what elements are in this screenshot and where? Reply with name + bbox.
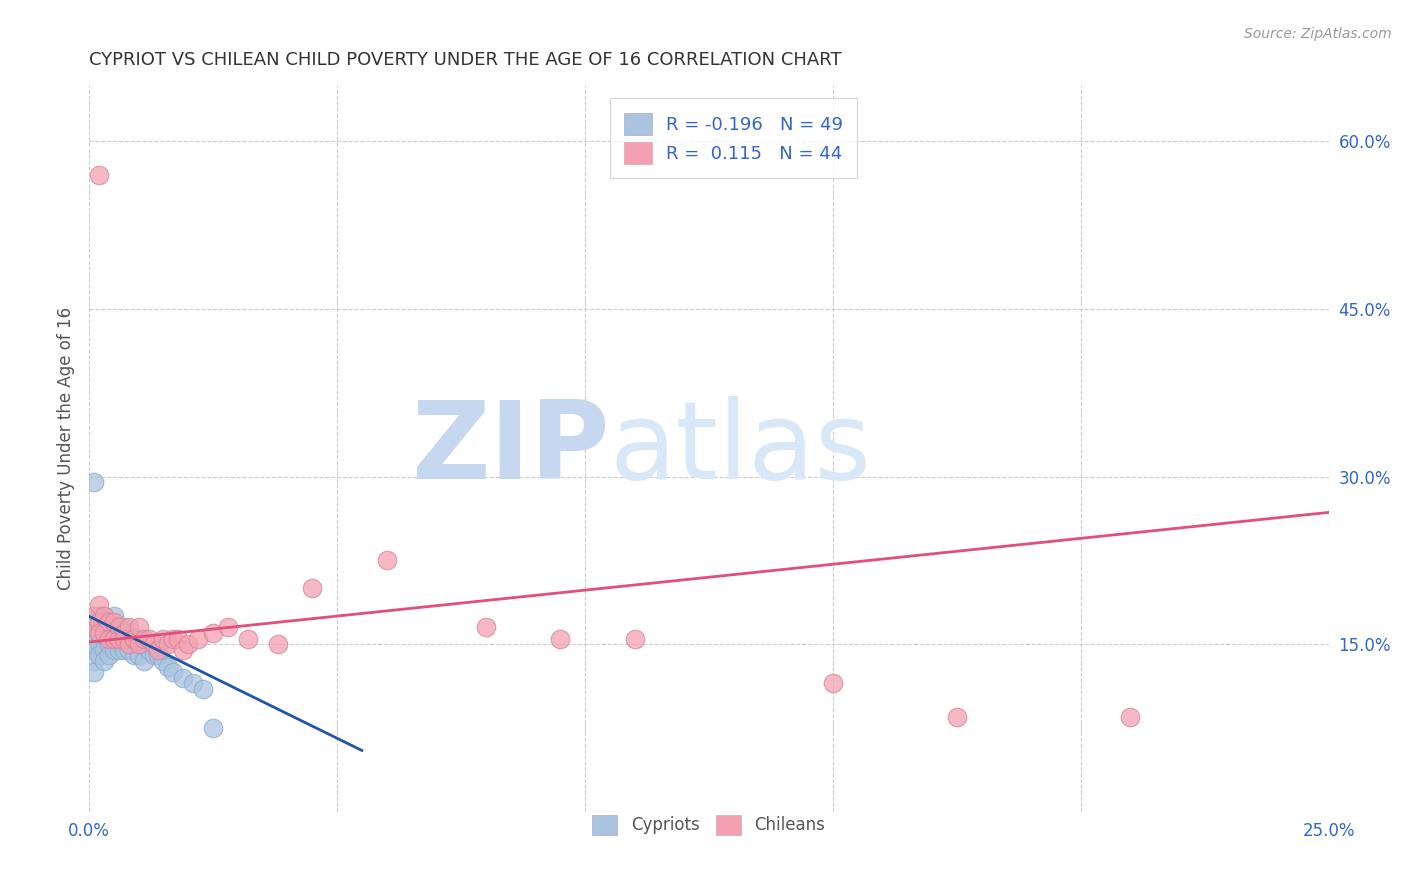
Point	[97, 615, 120, 629]
Point	[148, 648, 170, 663]
Legend: Cypriots, Chileans: Cypriots, Chileans	[583, 806, 834, 844]
Point	[83, 620, 105, 634]
Point	[172, 643, 194, 657]
Point	[548, 632, 571, 646]
Point	[202, 721, 225, 735]
Point	[172, 671, 194, 685]
Point	[142, 637, 165, 651]
Point	[138, 643, 160, 657]
Point	[87, 598, 110, 612]
Point	[87, 609, 110, 624]
Point	[97, 637, 120, 651]
Point	[112, 643, 135, 657]
Text: atlas: atlas	[610, 396, 872, 501]
Point	[181, 676, 204, 690]
Point	[118, 620, 141, 634]
Point	[87, 626, 110, 640]
Point	[108, 632, 131, 646]
Point	[83, 475, 105, 490]
Point	[103, 643, 125, 657]
Point	[93, 654, 115, 668]
Point	[152, 632, 174, 646]
Y-axis label: Child Poverty Under the Age of 16: Child Poverty Under the Age of 16	[58, 307, 75, 591]
Point	[122, 632, 145, 646]
Point	[83, 609, 105, 624]
Point	[83, 620, 105, 634]
Point	[87, 620, 110, 634]
Point	[103, 620, 125, 634]
Point	[128, 632, 150, 646]
Point	[375, 553, 398, 567]
Point	[103, 609, 125, 624]
Text: CYPRIOT VS CHILEAN CHILD POVERTY UNDER THE AGE OF 16 CORRELATION CHART: CYPRIOT VS CHILEAN CHILD POVERTY UNDER T…	[89, 51, 842, 69]
Point	[157, 637, 180, 651]
Point	[148, 643, 170, 657]
Point	[118, 643, 141, 657]
Text: ZIP: ZIP	[411, 396, 610, 501]
Point	[821, 676, 844, 690]
Text: Source: ZipAtlas.com: Source: ZipAtlas.com	[1244, 27, 1392, 41]
Point	[83, 654, 105, 668]
Point	[266, 637, 288, 651]
Point	[97, 632, 120, 646]
Point	[87, 648, 110, 663]
Point	[108, 626, 131, 640]
Point	[83, 632, 105, 646]
Point	[87, 626, 110, 640]
Point	[93, 626, 115, 640]
Point	[83, 665, 105, 680]
Point	[93, 632, 115, 646]
Point	[1119, 710, 1142, 724]
Point	[475, 620, 498, 634]
Point	[946, 710, 969, 724]
Point	[93, 643, 115, 657]
Point	[187, 632, 209, 646]
Point	[87, 615, 110, 629]
Point	[93, 615, 115, 629]
Point	[103, 632, 125, 646]
Point	[122, 632, 145, 646]
Point	[217, 620, 239, 634]
Point	[112, 626, 135, 640]
Point	[97, 620, 120, 634]
Point	[108, 620, 131, 634]
Point	[108, 632, 131, 646]
Point	[177, 637, 200, 651]
Point	[112, 632, 135, 646]
Point	[623, 632, 645, 646]
Point	[132, 637, 155, 651]
Point	[122, 648, 145, 663]
Point	[87, 637, 110, 651]
Point	[97, 632, 120, 646]
Point	[202, 626, 225, 640]
Point	[128, 637, 150, 651]
Point	[162, 632, 184, 646]
Point	[138, 632, 160, 646]
Point	[152, 654, 174, 668]
Point	[97, 648, 120, 663]
Point	[108, 643, 131, 657]
Point	[128, 648, 150, 663]
Point	[162, 665, 184, 680]
Point	[118, 632, 141, 646]
Point	[112, 620, 135, 634]
Point	[167, 632, 190, 646]
Point	[103, 632, 125, 646]
Point	[128, 620, 150, 634]
Point	[87, 168, 110, 182]
Point	[142, 648, 165, 663]
Point	[118, 637, 141, 651]
Point	[83, 643, 105, 657]
Point	[132, 632, 155, 646]
Point	[157, 659, 180, 673]
Point	[93, 609, 115, 624]
Point	[191, 681, 214, 696]
Point	[236, 632, 259, 646]
Point	[93, 620, 115, 634]
Point	[103, 615, 125, 629]
Point	[301, 582, 323, 596]
Point	[112, 632, 135, 646]
Point	[132, 654, 155, 668]
Point	[83, 637, 105, 651]
